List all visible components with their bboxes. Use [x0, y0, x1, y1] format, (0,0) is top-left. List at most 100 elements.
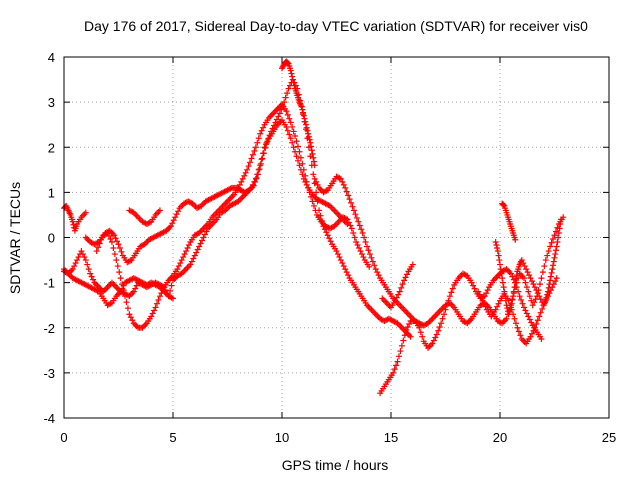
data-point — [399, 281, 406, 288]
data-point — [84, 261, 91, 268]
data-point — [74, 257, 81, 264]
data-point — [155, 296, 162, 303]
y-tick-label-2: 2 — [48, 140, 55, 155]
data-point — [118, 248, 125, 255]
data-point — [88, 273, 95, 280]
data-point — [151, 307, 158, 314]
data-point — [245, 163, 252, 170]
data-point — [326, 235, 333, 242]
data-point — [531, 284, 538, 291]
data-point — [442, 306, 449, 313]
y-tick-label--2: -2 — [43, 321, 55, 336]
data-point — [278, 106, 285, 113]
data-point — [520, 275, 527, 282]
data-point — [170, 295, 176, 302]
data-point — [526, 272, 533, 279]
data-point — [429, 340, 436, 347]
data-point — [250, 182, 257, 189]
data-point — [156, 293, 163, 300]
data-point — [286, 131, 293, 138]
data-point — [534, 317, 541, 324]
data-point — [518, 296, 525, 303]
data-point — [390, 369, 397, 376]
data-point — [271, 122, 278, 129]
data-point — [188, 258, 195, 265]
data-point — [361, 234, 368, 241]
data-point — [71, 263, 78, 270]
data-point — [510, 288, 517, 295]
data-point — [281, 99, 288, 106]
data-point — [531, 299, 538, 306]
data-point — [122, 293, 129, 300]
data-point — [531, 324, 538, 331]
data-point — [520, 304, 527, 311]
data-point — [357, 248, 364, 255]
x-tick-label-10: 10 — [275, 430, 289, 445]
data-point — [253, 175, 260, 182]
data-point — [258, 156, 265, 163]
data-point — [538, 336, 545, 343]
data-point — [556, 225, 563, 232]
data-point — [244, 166, 251, 173]
data-point — [530, 281, 537, 288]
data-point — [511, 315, 518, 322]
data-point — [551, 254, 558, 261]
data-point — [404, 323, 411, 330]
data-point — [539, 269, 546, 276]
data-point — [292, 132, 299, 139]
data-point — [499, 275, 506, 282]
data-point — [479, 297, 486, 304]
data-point — [290, 79, 297, 86]
series-track-d — [82, 101, 373, 331]
data-point — [289, 76, 296, 83]
data-point — [536, 293, 543, 300]
data-point — [305, 133, 312, 140]
data-point — [261, 144, 268, 151]
data-point — [346, 196, 353, 203]
data-point — [430, 337, 437, 344]
data-point — [306, 136, 313, 143]
grid — [64, 57, 609, 418]
data-point — [268, 128, 275, 135]
data-point — [152, 304, 159, 311]
data-point — [516, 293, 523, 300]
data-point — [203, 228, 210, 235]
data-point — [527, 333, 534, 340]
data-point — [302, 118, 309, 125]
data-point — [548, 239, 555, 246]
data-point — [115, 241, 122, 248]
data-point — [540, 302, 547, 309]
data-point — [552, 251, 559, 258]
data-point — [537, 296, 544, 303]
data-point — [345, 192, 352, 199]
data-point — [435, 327, 442, 334]
data-point — [175, 263, 182, 270]
data-point — [482, 303, 489, 310]
data-point — [526, 316, 533, 323]
data-point — [275, 113, 282, 120]
data-point — [519, 300, 526, 307]
data-point — [317, 212, 324, 219]
x-axis-label: GPS time / hours — [282, 457, 389, 473]
y-tick-label-3: 3 — [48, 95, 55, 110]
data-point — [407, 333, 414, 340]
data-point — [495, 300, 502, 307]
data-point — [279, 102, 286, 109]
data-point — [356, 245, 363, 252]
data-point — [522, 307, 529, 314]
data-point — [349, 203, 356, 210]
data-point — [351, 234, 358, 241]
data-point — [547, 287, 554, 294]
data-point — [512, 275, 519, 282]
series-track-f — [126, 207, 163, 227]
data-point — [354, 242, 361, 249]
data-point — [148, 313, 155, 320]
data-point — [301, 115, 308, 122]
data-point — [550, 258, 557, 265]
data-point — [481, 293, 488, 300]
data-point — [360, 254, 367, 261]
data-point — [359, 229, 366, 236]
data-point — [348, 225, 355, 232]
data-point — [552, 247, 559, 254]
data-point — [337, 257, 344, 264]
